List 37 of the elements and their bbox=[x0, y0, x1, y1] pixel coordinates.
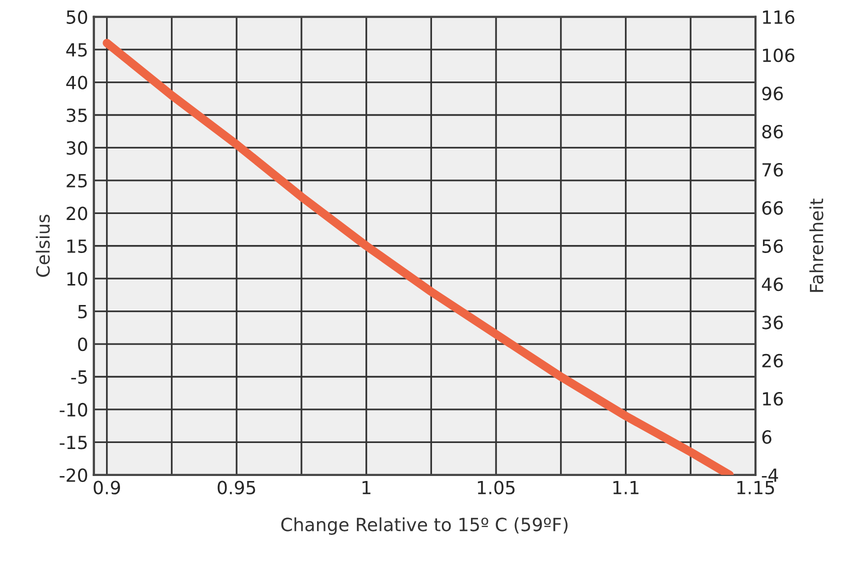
x-tick-label: 1 bbox=[362, 481, 370, 494]
y2-tick-label: 86 bbox=[762, 124, 783, 138]
x-tick-label: 1.05 bbox=[478, 480, 515, 494]
y-tick-label: 5 bbox=[78, 305, 87, 318]
y2-tick-label: 66 bbox=[762, 201, 783, 215]
y-tick-label: 45 bbox=[66, 43, 87, 57]
y2-tick-label: 26 bbox=[762, 354, 783, 368]
y2-tick-label: 76 bbox=[762, 162, 783, 177]
y2-tick-label: 106 bbox=[763, 48, 794, 62]
y2-tick-label: 46 bbox=[762, 278, 783, 292]
y-tick-label: -20 bbox=[60, 468, 88, 482]
y-tick-label: 0 bbox=[78, 337, 88, 352]
y-tick-label: 35 bbox=[66, 108, 87, 122]
y-tick-label: 40 bbox=[66, 76, 88, 90]
y-tick-label: 15 bbox=[67, 240, 87, 253]
y-tick-label: -10 bbox=[60, 402, 88, 417]
x-tick-label: 1.15 bbox=[737, 481, 774, 494]
y2-tick-label: -4 bbox=[762, 468, 778, 482]
y2-tick-label: 6 bbox=[762, 430, 772, 444]
x-tick-label: 1.1 bbox=[613, 481, 638, 494]
y2-tick-label: 16 bbox=[763, 392, 783, 406]
y-tick-label: 20 bbox=[66, 206, 88, 220]
y-tick-label: 50 bbox=[66, 10, 88, 24]
y2-axis-title: Fahrenheit bbox=[809, 198, 824, 292]
y-axis-title: Celsius bbox=[36, 214, 50, 277]
y2-tick-label: 96 bbox=[762, 86, 783, 100]
y2-tick-label: 56 bbox=[762, 239, 783, 253]
x-tick-label: 0.9 bbox=[94, 480, 120, 494]
y-tick-label: -5 bbox=[71, 370, 87, 384]
y-tick-label: 25 bbox=[66, 174, 87, 188]
y-tick-label: 10 bbox=[67, 272, 88, 286]
x-axis-title: Change Relative to 15º C (59ºF) bbox=[281, 517, 568, 535]
y-tick-label: -15 bbox=[60, 436, 87, 450]
y-tick-label: 30 bbox=[66, 141, 88, 155]
x-tick-label: 0.95 bbox=[218, 480, 256, 494]
y2-tick-label: 116 bbox=[763, 10, 794, 24]
y2-tick-label: 36 bbox=[762, 316, 783, 330]
